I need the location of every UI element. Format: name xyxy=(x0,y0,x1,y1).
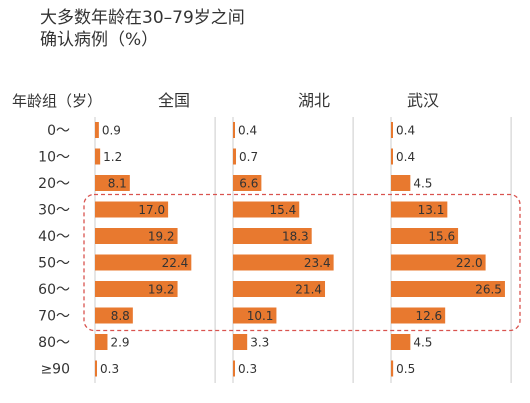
bar xyxy=(391,254,486,271)
data-label: 0.3 xyxy=(238,362,257,376)
age-tick-label: 60～ xyxy=(38,282,70,298)
data-label: 0.7 xyxy=(239,150,258,164)
data-label: 17.0 xyxy=(138,203,165,217)
bar xyxy=(391,334,411,350)
age-tick-label: ≥90 xyxy=(40,362,70,378)
bar xyxy=(391,228,459,244)
bar xyxy=(391,148,393,165)
bar xyxy=(95,334,108,350)
chart-subtitle: 确认病例（%） xyxy=(40,30,159,50)
data-label: 22.4 xyxy=(162,256,189,270)
bar xyxy=(233,360,235,377)
panel-title: 湖北 xyxy=(298,91,330,110)
bar xyxy=(233,228,312,244)
data-label: 18.3 xyxy=(282,230,309,244)
panel-1: 全国 0.9 1.2 8.1 17.0 19.2 22.4 19.2 8.8 2.9 0.3 xyxy=(94,91,216,383)
bar xyxy=(391,175,411,191)
bar xyxy=(233,122,235,138)
chart-title: 大多数年龄在30–79岁之间 xyxy=(40,8,245,28)
bar xyxy=(95,201,169,218)
highlight-box xyxy=(83,193,521,332)
age-tick-label: 70～ xyxy=(38,309,70,325)
panel-3: 武汉 0.4 0.4 4.5 13.1 15.622.0 26.5 12.6 4.5 0.5 xyxy=(390,91,512,383)
data-label: 26.5 xyxy=(475,283,502,297)
data-label: 13.1 xyxy=(418,203,445,217)
bar xyxy=(391,360,394,377)
panel-title: 武汉 xyxy=(407,91,439,110)
bar xyxy=(95,254,192,271)
data-label: 10.1 xyxy=(247,309,274,323)
data-label: 19.2 xyxy=(148,230,175,244)
bar xyxy=(233,334,248,350)
bar xyxy=(95,228,178,244)
age-tick-label: 30～ xyxy=(38,203,70,219)
data-label: 2.9 xyxy=(110,336,129,350)
data-label: 8.8 xyxy=(111,309,130,323)
panels: 全国 0.9 1.2 8.1 17.0 19.2 22.4 19.2 8.8 2.9 0.3 湖北 0.… xyxy=(94,91,512,383)
bar xyxy=(233,175,262,191)
bar xyxy=(95,175,130,191)
data-label: 19.2 xyxy=(148,283,175,297)
bar xyxy=(95,148,101,165)
bar xyxy=(95,122,99,138)
data-label: 0.4 xyxy=(396,150,415,164)
data-label: 8.1 xyxy=(108,177,127,191)
data-label: 4.5 xyxy=(413,177,432,191)
age-tick-label: 80～ xyxy=(38,335,70,351)
data-label: 22.0 xyxy=(456,256,483,270)
data-label: 21.4 xyxy=(295,283,322,297)
age-tick-label: 0～ xyxy=(47,123,70,139)
panel-2: 湖北 0.4 0.7 6.6 15.4 18.3 23.4 21.4 10.1 3.3 0.3 xyxy=(232,91,354,383)
bar xyxy=(391,281,505,297)
bar xyxy=(233,201,300,218)
bar xyxy=(391,307,446,324)
bar xyxy=(95,281,178,297)
bar xyxy=(233,148,237,165)
bar xyxy=(233,254,334,271)
bar xyxy=(95,307,133,324)
data-label: 12.6 xyxy=(415,309,442,323)
data-label: 4.5 xyxy=(413,336,432,350)
data-label: 15.4 xyxy=(270,203,297,217)
data-label: 0.4 xyxy=(396,124,415,138)
data-label: 6.6 xyxy=(239,177,258,191)
age-tick-label: 20～ xyxy=(38,176,70,192)
bar xyxy=(233,281,326,297)
bar xyxy=(391,122,393,138)
data-label: 23.4 xyxy=(304,256,331,270)
bar xyxy=(233,307,277,324)
bar xyxy=(95,360,97,377)
panel-title: 全国 xyxy=(158,91,190,110)
data-label: 0.9 xyxy=(102,124,121,138)
data-label: 15.6 xyxy=(428,230,455,244)
age-tick-label: 50～ xyxy=(38,256,70,272)
data-label: 0.5 xyxy=(396,362,415,376)
age-tick-label: 10～ xyxy=(38,150,70,166)
data-label: 1.2 xyxy=(103,150,122,164)
bar xyxy=(391,201,448,218)
age-tick-label: 40～ xyxy=(38,229,70,245)
y-axis-label: 年龄组（岁） xyxy=(12,92,102,110)
data-label: 0.3 xyxy=(100,362,119,376)
data-label: 3.3 xyxy=(250,336,269,350)
data-label: 0.4 xyxy=(238,124,257,138)
